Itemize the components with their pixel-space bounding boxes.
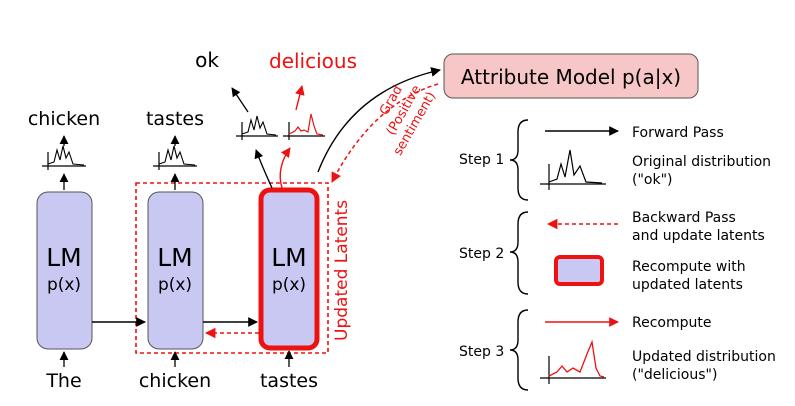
recompute-with-label: Recompute with: [632, 259, 746, 275]
input-word-tastes: tastes: [260, 370, 318, 392]
original-distribution-label: Original distribution: [632, 154, 771, 170]
step-2-brace: [509, 211, 529, 295]
lm-box-3: LM p(x): [258, 187, 320, 351]
output-word-tastes: tastes: [146, 108, 204, 130]
attribute-model-label: Attribute Model p(a|x): [461, 65, 681, 89]
output-word-chicken: chicken: [28, 108, 100, 130]
lm-box-1: LM p(x): [36, 191, 93, 350]
lm-title: LM: [271, 243, 307, 272]
distribution-icon: [153, 145, 197, 170]
grad-label: Grad (Positive sentiment): [377, 83, 439, 158]
lm-box-2: LM p(x): [147, 191, 204, 350]
recompute-arrow: [279, 147, 291, 189]
updated-distribution-legend-icon: [540, 339, 606, 384]
updated-latents-label: Updated Latents: [332, 200, 352, 341]
original-distribution-sub: ("ok"): [632, 172, 672, 188]
backward-pass-sub: and update latents: [632, 228, 765, 244]
word-ok: ok: [195, 48, 219, 72]
input-word-chicken: chicken: [139, 370, 211, 392]
recompute-box-legend-icon: [554, 255, 604, 286]
distribution-icon: [42, 145, 86, 170]
lm-title: LM: [46, 243, 82, 272]
forward-to-attribute-arrow: [317, 67, 441, 173]
word-delicious: delicious: [269, 49, 357, 73]
updated-distribution-label: Updated distribution: [632, 349, 776, 365]
original-output-arrow: [254, 149, 273, 189]
backward-pass-label: Backward Pass: [632, 210, 736, 226]
ok-arrow: [231, 87, 249, 113]
step-3-label: Step 3: [459, 344, 504, 360]
lm-subtitle: p(x): [158, 275, 192, 295]
original-distribution-icon: [236, 115, 278, 140]
step-1-brace: [509, 119, 529, 201]
grad-arrow: [331, 83, 439, 183]
attribute-model-box: [443, 53, 699, 99]
lm-subtitle: p(x): [47, 275, 81, 295]
recompute-with-sub: updated latents: [632, 277, 743, 293]
lm-title: LM: [157, 243, 193, 272]
updated-distribution-icon: [283, 113, 325, 140]
delicious-arrow: [295, 85, 305, 111]
step-3-brace: [509, 309, 529, 391]
updated-distribution-sub: ("delicious"): [632, 367, 717, 383]
step-1-label: Step 1: [459, 152, 504, 168]
forward-pass-label: Forward Pass: [632, 125, 724, 141]
input-word-the: The: [45, 370, 81, 392]
lm-subtitle: p(x): [272, 275, 306, 295]
step-2-label: Step 2: [459, 246, 504, 262]
original-distribution-legend-icon: [540, 149, 606, 190]
recompute-label: Recompute: [632, 315, 711, 331]
legend: Step 1 Forward Pass Original distributio…: [459, 119, 776, 391]
updated-latents-region: [135, 182, 329, 354]
